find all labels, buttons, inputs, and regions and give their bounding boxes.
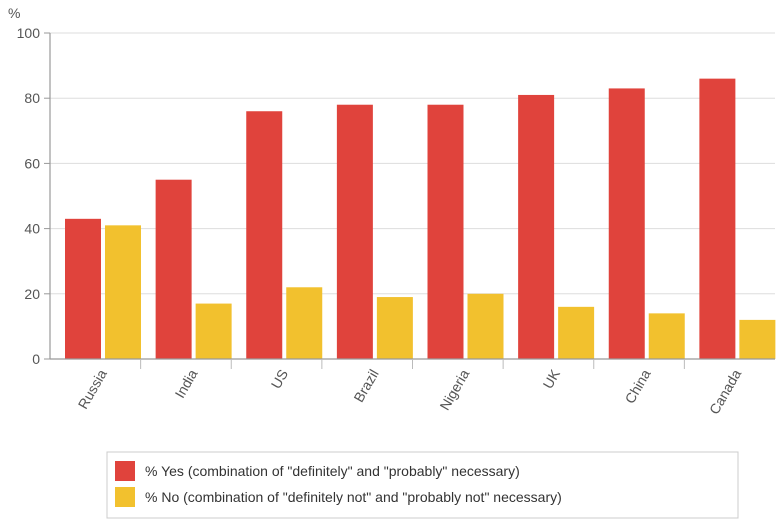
x-tick-label-brazil: Brazil: [350, 367, 381, 405]
x-tick-label-india: India: [171, 366, 200, 400]
y-tick-label: 40: [24, 221, 40, 237]
bar-china-no: [648, 313, 685, 359]
bar-nigeria-no: [467, 293, 504, 359]
bar-uk-no: [558, 306, 595, 359]
y-axis-label: %: [8, 5, 20, 21]
bar-uk-yes: [518, 94, 555, 359]
x-tick-label-russia: Russia: [75, 366, 110, 411]
y-tick-label: 60: [24, 155, 40, 171]
legend-label-no: % No (combination of "definitely not" an…: [145, 489, 562, 505]
x-tick-label-nigeria: Nigeria: [436, 366, 472, 413]
bar-nigeria-yes: [427, 104, 464, 359]
legend-swatch-yes: [115, 461, 135, 481]
x-tick-label-uk: UK: [539, 366, 563, 391]
bar-india-no: [195, 303, 232, 359]
y-tick-label: 80: [24, 90, 40, 106]
legend-swatch-no: [115, 487, 135, 507]
legend-box: [106, 451, 739, 519]
bars: [65, 78, 776, 360]
x-tick-label-china: China: [622, 366, 654, 406]
y-tick-label: 0: [32, 351, 40, 367]
bar-russia-no: [105, 225, 141, 359]
legend: % Yes (combination of "definitely" and "…: [106, 451, 739, 519]
y-tick-label: 100: [17, 25, 41, 41]
bar-brazil-yes: [336, 104, 373, 359]
bar-us-yes: [246, 111, 283, 360]
bar-india-yes: [155, 179, 192, 359]
bar-china-yes: [608, 88, 645, 360]
bar-canada-no: [739, 319, 776, 359]
x-tick-label-us: US: [268, 367, 292, 392]
bar-brazil-no: [376, 297, 413, 359]
bar-us-no: [286, 287, 323, 359]
bar-russia-yes: [65, 218, 101, 359]
y-tick-label: 20: [24, 286, 40, 302]
legend-label-yes: % Yes (combination of "definitely" and "…: [145, 463, 520, 479]
bar-canada-yes: [699, 78, 736, 359]
x-tick-label-canada: Canada: [706, 366, 744, 417]
